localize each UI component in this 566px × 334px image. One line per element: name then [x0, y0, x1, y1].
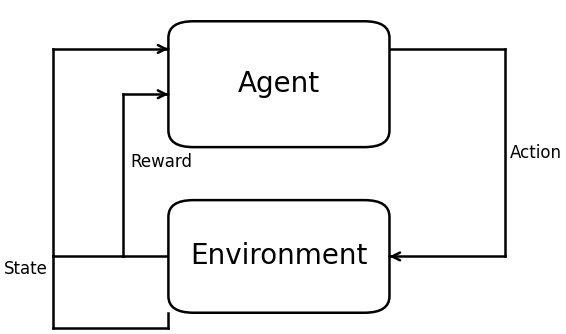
Text: Environment: Environment [190, 242, 368, 271]
Text: Agent: Agent [238, 70, 320, 98]
FancyBboxPatch shape [169, 200, 389, 313]
Text: Action: Action [510, 144, 562, 162]
Text: State: State [4, 260, 48, 278]
FancyBboxPatch shape [169, 21, 389, 147]
Text: Reward: Reward [131, 153, 192, 171]
